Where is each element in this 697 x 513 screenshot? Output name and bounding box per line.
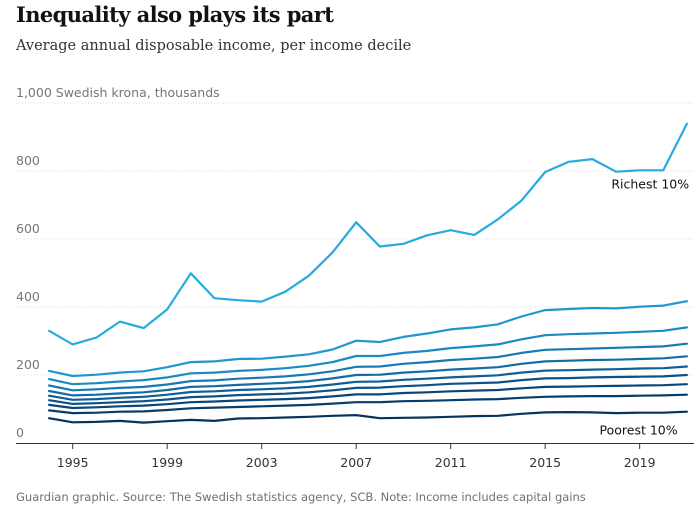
series-line-decile-5 xyxy=(48,365,688,401)
y-tick-label: 800 xyxy=(16,153,40,168)
x-tick-label: 1999 xyxy=(151,455,183,470)
y-tick-label: 200 xyxy=(16,357,40,372)
series-line-richest-10 xyxy=(48,122,688,346)
series-line-decile-7 xyxy=(48,342,688,392)
x-tick-label: 2011 xyxy=(435,455,467,470)
y-tick-label: 400 xyxy=(16,289,40,304)
y-tick-label: 1,000 Swedish krona, thousands xyxy=(16,85,220,100)
series-line-decile-2 xyxy=(48,393,688,415)
x-tick-label: 1995 xyxy=(57,455,89,470)
series-line-decile-6 xyxy=(48,355,688,397)
x-tick-label: 2003 xyxy=(246,455,278,470)
x-tick-label: 2019 xyxy=(624,455,656,470)
y-axis-tick-labels: 0 200 400 600 800 1,000 Swedish krona, thousa… xyxy=(16,85,220,440)
x-tick-label: 2015 xyxy=(529,455,561,470)
x-axis-ticks: 1995 1999 2003 2007 2011 2015 2019 xyxy=(57,443,656,470)
x-tick-label: 2007 xyxy=(340,455,372,470)
y-tick-label: 0 xyxy=(16,425,24,440)
series-line-decile-4 xyxy=(48,373,688,405)
annotation-label: Poorest 10% xyxy=(600,423,678,438)
y-tick-label: 600 xyxy=(16,221,40,236)
series-line-poorest-10 xyxy=(48,410,688,424)
series-line-decile-3 xyxy=(48,383,688,410)
annotation-label: Richest 10% xyxy=(611,177,689,192)
series-line-decile-9 xyxy=(48,300,688,378)
source-footnote: Guardian graphic. Source: The Swedish st… xyxy=(16,490,586,504)
series-lines xyxy=(48,122,688,424)
series-annotations: Richest 10% Poorest 10% xyxy=(598,175,691,439)
series-line-decile-8 xyxy=(48,326,688,386)
income-decile-line-chart: 0 200 400 600 800 1,000 Swedish krona, thousa… xyxy=(16,85,694,470)
chart-subtitle: Average annual disposable income, per in… xyxy=(16,38,412,54)
chart-title: Inequality also plays its part xyxy=(16,2,334,27)
